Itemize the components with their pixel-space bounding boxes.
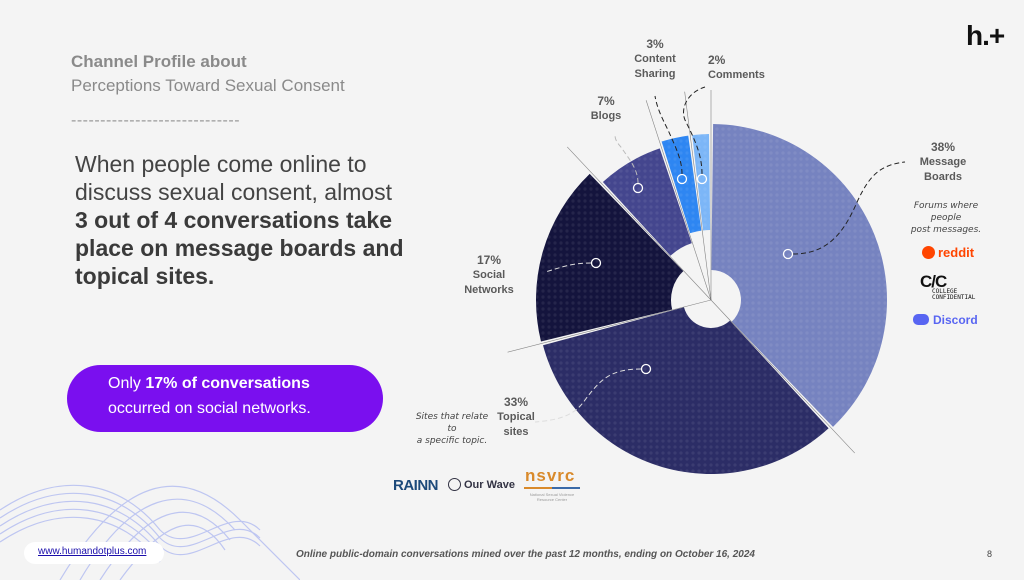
ourwave-icon [448,478,461,491]
reddit-text: reddit [938,245,975,260]
note-topical: Sites that relate to a specific topic. [412,411,492,447]
website-link[interactable]: www.humandotplus.com [38,546,147,557]
note-message-boards: Forums where people post messages. [908,200,984,236]
label-line: Topical [497,411,535,423]
callout-prefix: Only [108,375,146,392]
ourwave-text: Our Wave [464,479,515,491]
label-content-sharing: 3% Content Sharing [630,37,680,82]
leader-line-message-boards [792,161,906,255]
label-line: Blogs [590,110,622,122]
note-line: Forums where [913,201,979,211]
slice-boundary-line [710,299,855,454]
marker-message-boards [782,248,794,260]
leader-line-comments [683,86,706,175]
pie-slice-texture [542,307,829,474]
reddit-icon [922,246,935,259]
discord-icon [913,314,929,325]
pie-slice-texture [711,124,887,427]
slide-title: Channel Profile about [71,52,247,71]
pie-slice-texture [692,134,711,231]
slice-boundary-line [645,100,712,301]
pie-slice-texture [661,135,702,234]
callout-bold: 17% of conversations [145,375,310,392]
pct-message-boards: 38% [930,140,956,154]
pct-comments: 2% [708,53,726,67]
note-line: a specific topic. [416,436,488,446]
pct-blogs: 7% [597,94,615,108]
label-line: Social [472,269,506,281]
label-line: Sharing [634,68,676,80]
label-line: Comments [708,69,765,81]
marker-comments [696,173,708,185]
slice-boundary-line [567,146,712,301]
callout-pill: Only 17% of conversations occurred on so… [67,365,383,432]
reddit-logo: reddit [922,245,974,260]
url-pill: www.humandotplus.com [24,542,164,564]
page-number: 8 [987,549,993,559]
label-blogs: 7% Blogs [586,94,626,124]
slide-subtitle: Perceptions Toward Sexual Consent [71,76,345,95]
title-divider: ----------------------------- [71,112,241,129]
pct-social: 17% [476,253,502,267]
label-social: 17% Social Networks [458,253,520,298]
pct-topical: 33% [503,395,529,409]
label-comments: 2% Comments [708,53,770,83]
leader-line-social [544,262,592,273]
note-line: post messages. [910,225,982,235]
cc-text: COLLEGE CONFIDENTIAL [932,288,976,301]
label-line: Networks [464,284,514,296]
label-line: sites [503,426,529,438]
discord-logo: Discord [913,313,978,327]
headline-text: When people come online to discuss sexua… [75,151,393,205]
marker-social [590,257,602,269]
label-line: Content [634,53,676,65]
source-note: Online public-domain conversations mined… [296,549,755,560]
label-line: Message [919,156,967,168]
callout-line2: occurred on social networks. [108,400,311,417]
leader-line-blogs [614,134,639,184]
marker-content-sharing [676,173,688,185]
label-message-boards: 38% Message Boards [912,140,974,185]
slice-boundary-line [507,299,712,353]
pie-slice-texture [602,148,692,256]
slice-boundary-line [684,91,712,301]
rainn-logo: RAINN [393,477,439,494]
pct-content-sharing: 3% [646,37,664,51]
college-confidential-logo: C/C COLLEGE CONFIDENTIAL [920,272,975,301]
label-topical: 33% Topical sites [488,395,544,440]
callout-line1: Only 17% of conversations [108,375,310,393]
nsvrc-subtitle: National Sexual Violence Resource Center [529,492,575,502]
headline-bold: 3 out of 4 conversations take place on m… [75,207,404,289]
note-line: to [447,424,457,434]
leader-line-topical [534,368,642,423]
pie-slice-texture [535,173,684,342]
nsvrc-logo: nsvrc [525,466,576,485]
label-line: Boards [924,171,962,183]
leader-line-content-sharing [654,95,683,175]
marker-topical [640,363,652,375]
brand-logo: h.+ [966,20,1005,51]
note-line: people [930,213,962,223]
ourwave-logo: Our Wave [448,478,515,491]
marker-blogs [632,182,644,194]
headline: When people come online to discuss sexua… [75,150,405,290]
cc-mark: C/C [920,272,947,291]
note-line: Sites that relate [415,412,489,422]
discord-text: Discord [933,313,978,327]
nsvrc-underline [524,487,580,489]
